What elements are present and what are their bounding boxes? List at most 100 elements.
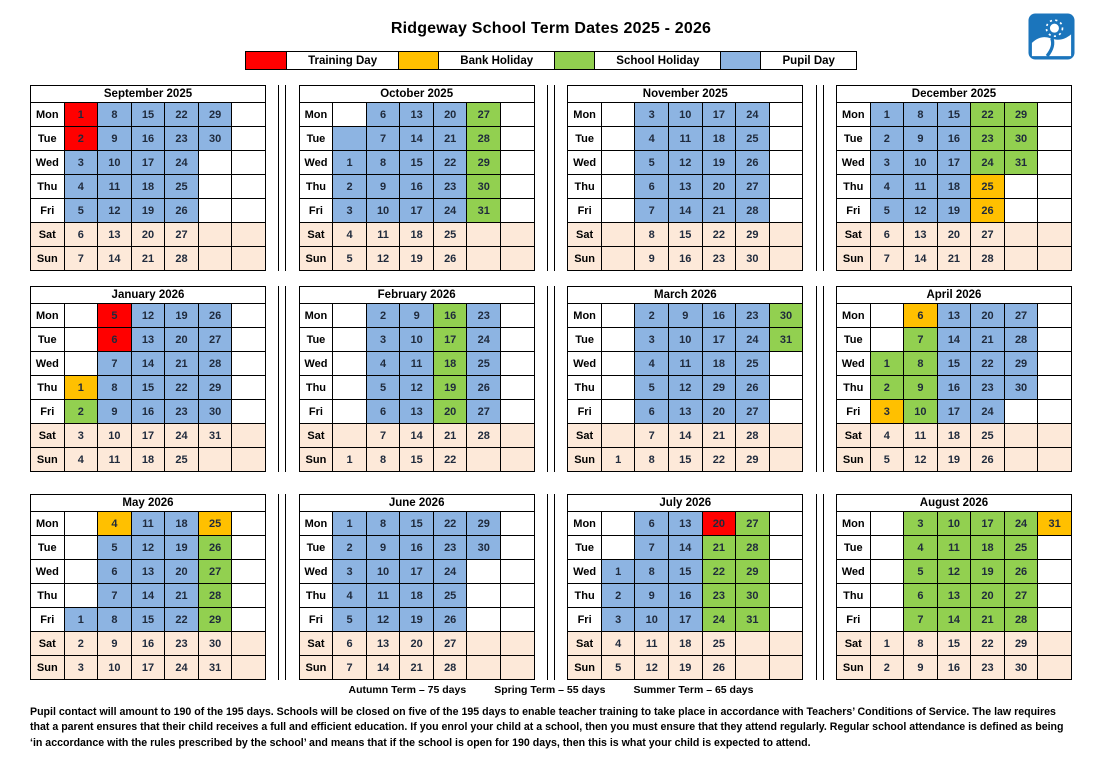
- date-cell: 27: [1003, 303, 1039, 328]
- date-cell: 24: [466, 327, 502, 352]
- day-label: Fri: [567, 198, 602, 223]
- month-title: August 2026: [835, 494, 1072, 512]
- day-row-thu: Thu 4 11 18 25: [835, 174, 1072, 199]
- day-row-mon: Mon 6 13 20 27: [835, 303, 1072, 328]
- date-cell: 25: [735, 126, 770, 151]
- date-cell: 23: [970, 655, 1005, 680]
- day-label: Sat: [30, 222, 65, 247]
- day-row-mon: Mon 6 13 20 27: [298, 102, 535, 127]
- date-cell: 24: [432, 559, 468, 584]
- date-cell: 7: [903, 327, 938, 352]
- day-label: Tue: [835, 126, 871, 151]
- date-cell: 15: [668, 559, 703, 584]
- date-cell: 20: [164, 327, 199, 352]
- date-cell: 3: [869, 399, 905, 424]
- empty-cell: [600, 535, 636, 560]
- date-cell: 22: [970, 102, 1005, 127]
- date-cell: 3: [332, 198, 367, 223]
- date-cell: 2: [869, 655, 905, 680]
- month-title: February 2026: [298, 286, 535, 304]
- date-cell: 27: [970, 222, 1005, 247]
- empty-cell: [231, 447, 266, 472]
- date-cell: 27: [466, 399, 502, 424]
- date-cell: 25: [1003, 535, 1039, 560]
- day-row-fri: Fri 7 14 21 28: [567, 198, 804, 223]
- date-cell: 1: [63, 102, 99, 127]
- date-cell: 12: [365, 246, 401, 271]
- date-cell: 15: [399, 150, 434, 175]
- day-label: Sat: [835, 423, 871, 448]
- month-table-september-2025: September 2025 Mon 1 8 15 22 29 Tue 2 9 16 23 30 Wed 3…: [30, 85, 266, 271]
- date-cell: 1: [332, 511, 367, 536]
- date-cell: 11: [634, 631, 669, 656]
- date-cell: 12: [668, 375, 703, 400]
- day-label: Sat: [298, 631, 334, 656]
- day-label: Sat: [835, 631, 871, 656]
- date-cell: 28: [970, 246, 1005, 271]
- empty-cell: [768, 423, 804, 448]
- day-label: Sun: [567, 447, 602, 472]
- day-row-fri: Fri 6 13 20 27: [567, 399, 804, 424]
- empty-cell: [768, 174, 804, 199]
- date-cell: 4: [869, 423, 905, 448]
- empty-cell: [231, 423, 266, 448]
- month-table-november-2025: November 2025 Mon 3 10 17 24 Tue 4 11 18 25 Wed 5 12 1…: [567, 85, 804, 271]
- date-cell: 17: [701, 327, 737, 352]
- day-label: Tue: [835, 535, 871, 560]
- date-cell: 9: [634, 246, 669, 271]
- day-row-tue: Tue 2 9 16 23 30: [30, 126, 266, 151]
- date-cell: 1: [600, 559, 636, 584]
- day-label: Tue: [30, 535, 65, 560]
- day-label: Thu: [567, 583, 602, 608]
- date-cell: 1: [869, 631, 905, 656]
- day-row-sat: Sat 7 14 21 28: [567, 423, 804, 448]
- empty-cell: [466, 583, 502, 608]
- date-cell: 16: [130, 399, 166, 424]
- day-row-sun: Sun 4 11 18 25: [30, 447, 266, 472]
- date-cell: 15: [399, 447, 434, 472]
- date-cell: 21: [130, 246, 166, 271]
- day-label: Sat: [30, 631, 65, 656]
- day-row-mon: Mon 2 9 16 23 30: [567, 303, 804, 328]
- date-cell: 11: [936, 535, 972, 560]
- date-cell: 21: [164, 351, 199, 376]
- date-cell: 2: [332, 535, 367, 560]
- date-cell: 11: [399, 351, 434, 376]
- date-cell: 25: [164, 447, 199, 472]
- date-cell: 19: [399, 246, 434, 271]
- empty-cell: [500, 423, 535, 448]
- date-cell: 17: [701, 102, 737, 127]
- date-cell: 19: [701, 150, 737, 175]
- date-cell: 19: [432, 375, 468, 400]
- day-row-thu: Thu 7 14 21 28: [30, 583, 266, 608]
- date-cell: 30: [735, 246, 770, 271]
- empty-cell: [1003, 423, 1039, 448]
- date-cell: 3: [600, 607, 636, 632]
- date-cell: 22: [701, 222, 737, 247]
- legend-swatch-training: [246, 52, 286, 69]
- date-cell: 7: [63, 246, 99, 271]
- month-separator: [278, 85, 287, 271]
- date-cell: 23: [970, 375, 1005, 400]
- day-label: Fri: [30, 198, 65, 223]
- empty-cell: [768, 631, 804, 656]
- empty-cell: [1037, 535, 1072, 560]
- date-cell: 23: [735, 303, 770, 328]
- date-cell: 15: [936, 631, 972, 656]
- empty-cell: [768, 102, 804, 127]
- day-row-sun: Sun 2 9 16 23 30: [835, 655, 1072, 680]
- day-row-tue: Tue 3 10 17 24: [298, 327, 535, 352]
- date-cell: 27: [1003, 583, 1039, 608]
- day-row-tue: Tue 7 14 21 28: [298, 126, 535, 151]
- day-label: Sun: [298, 447, 334, 472]
- term-day-counts: Autumn Term – 75 days Spring Term – 55 da…: [0, 684, 1102, 696]
- empty-cell: [231, 351, 266, 376]
- date-cell: 26: [197, 535, 233, 560]
- date-cell: 9: [97, 126, 132, 151]
- day-row-fri: Fri 3 10 17 24 31: [567, 607, 804, 632]
- empty-cell: [231, 559, 266, 584]
- day-label: Sat: [567, 631, 602, 656]
- date-cell: 2: [365, 303, 401, 328]
- month-separator: [815, 85, 824, 271]
- day-row-tue: Tue 7 14 21 28: [567, 535, 804, 560]
